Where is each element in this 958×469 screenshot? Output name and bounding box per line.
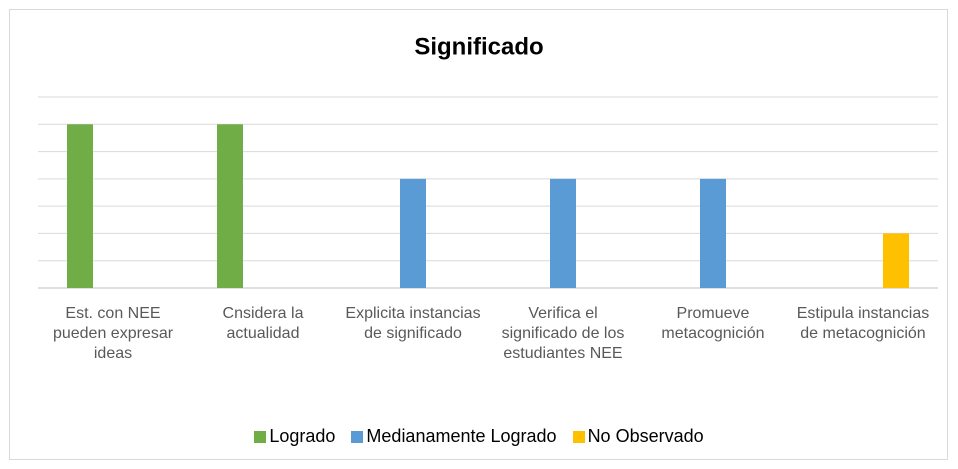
chart-title: Significado [414, 33, 543, 60]
bar [550, 178, 576, 288]
bar [700, 178, 726, 288]
chart-border [9, 9, 948, 460]
x-tick-label: Verifica el significado de los estudiant… [501, 305, 625, 362]
bar [67, 124, 93, 289]
bar [217, 124, 243, 289]
legend-label: No Observado [587, 426, 704, 446]
legend-label: Logrado [269, 426, 336, 446]
legend-swatch [572, 430, 585, 443]
x-tick-label: Promueve metacognición [661, 305, 765, 342]
x-tick-label: Cnsidera la actualidad [222, 305, 304, 342]
x-tick-label: Explicita instancias de significado [345, 305, 481, 342]
legend-item: Logrado [254, 426, 335, 447]
legend-label: Medianamente Logrado [366, 426, 557, 446]
x-tick-label: Est. con NEE pueden expresar ideas [52, 305, 174, 362]
legend: Logrado Medianamente Logrado No Observado [0, 426, 958, 447]
legend-item: No Observado [572, 426, 704, 447]
legend-swatch [254, 430, 267, 443]
bar [400, 178, 426, 288]
legend-swatch [351, 430, 364, 443]
legend-item: Medianamente Logrado [351, 426, 557, 447]
bar [883, 233, 909, 288]
x-tick-label: Estipula instancias de metacognición [796, 305, 930, 342]
